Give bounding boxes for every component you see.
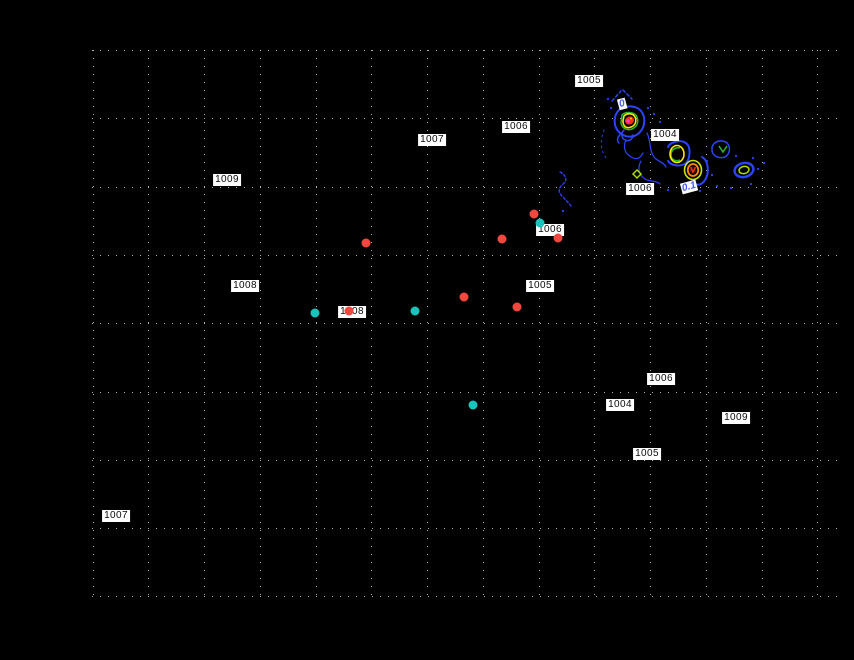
gridline-horizontal <box>92 254 841 256</box>
pressure-label: 1005 <box>526 280 554 292</box>
station-red-dot <box>344 306 354 316</box>
gridline-vertical <box>371 50 373 596</box>
pressure-label: 1007 <box>418 134 446 146</box>
gridline-horizontal <box>92 459 841 461</box>
pressure-label: 1005 <box>575 75 603 87</box>
gridline-horizontal <box>92 50 841 51</box>
pressure-label: 1006 <box>626 183 654 195</box>
gridline-horizontal <box>92 596 841 598</box>
gridline-horizontal <box>92 186 841 188</box>
gridline-vertical <box>705 50 707 596</box>
gridline-vertical <box>315 50 317 596</box>
station-cyan-dot <box>468 400 478 410</box>
station-red-dot <box>497 234 507 244</box>
station-cyan-dot <box>410 306 420 316</box>
station-red-dot <box>553 233 563 243</box>
gridline-vertical <box>650 50 651 596</box>
gridline-horizontal <box>92 323 841 325</box>
station-cyan-dot <box>535 218 545 228</box>
gridline-vertical <box>761 50 763 596</box>
precip-annotation: 0.1 <box>679 179 699 195</box>
pressure-label: 1004 <box>651 129 679 141</box>
station-red-dot <box>459 292 469 302</box>
pressure-label: 1005 <box>633 448 661 460</box>
gridline-vertical <box>259 50 261 596</box>
pressure-label: 1006 <box>502 121 530 133</box>
gridline-vertical <box>482 50 484 596</box>
pressure-label: 1009 <box>722 412 750 424</box>
station-red-dot <box>361 238 371 248</box>
gridline-vertical <box>427 50 428 596</box>
pressure-label: 1006 <box>647 373 675 385</box>
gridline-vertical <box>817 50 819 596</box>
gridline-horizontal <box>92 391 841 393</box>
pressure-label: 1004 <box>606 399 634 411</box>
gridline-vertical <box>92 50 94 596</box>
gridline-vertical <box>538 50 540 596</box>
pressure-label: 1008 <box>231 280 259 292</box>
gridline-vertical <box>594 50 596 596</box>
gridline-horizontal <box>92 528 841 530</box>
station-red-dot <box>512 302 522 312</box>
precip-annotation: 0 <box>616 97 628 111</box>
station-cyan-dot <box>310 308 320 318</box>
pressure-label: 1007 <box>102 510 130 522</box>
station-red-dot <box>529 209 539 219</box>
pressure-label: 1009 <box>213 174 241 186</box>
pressure-label: 1006 <box>536 224 564 236</box>
gridline-horizontal <box>92 118 841 120</box>
gridline-vertical <box>204 50 205 596</box>
gridline-vertical <box>148 50 150 596</box>
